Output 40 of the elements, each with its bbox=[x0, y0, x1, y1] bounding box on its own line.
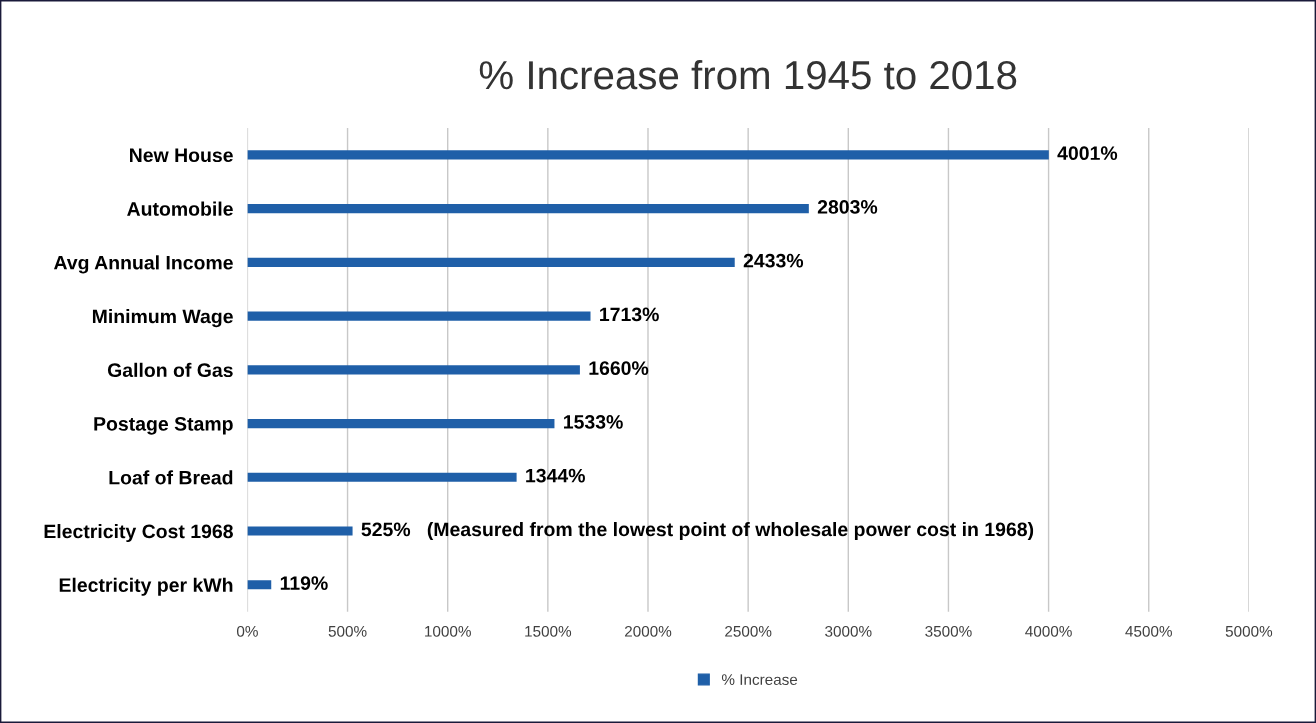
bar bbox=[247, 365, 580, 375]
y-tick-label: New House bbox=[130, 148, 233, 163]
y-tick-label: Automobile bbox=[127, 201, 233, 216]
data-label: 1660% bbox=[589, 361, 649, 376]
bar bbox=[247, 204, 809, 214]
x-tick-label: 2000% bbox=[624, 625, 672, 637]
x-tick-label: 1500% bbox=[525, 625, 572, 637]
data-label: 1533% bbox=[564, 415, 623, 429]
bar bbox=[247, 311, 591, 321]
x-tick-label: 0% bbox=[236, 625, 258, 637]
y-tick-label: Gallon of Gas bbox=[107, 362, 233, 378]
data-label: 1713% bbox=[600, 307, 659, 322]
x-tick-label: 2500% bbox=[725, 625, 772, 637]
y-tick-label: Minimum Wage bbox=[92, 309, 233, 328]
data-label: 4001% bbox=[1057, 146, 1118, 161]
bar bbox=[247, 580, 272, 590]
x-tick-label: 500% bbox=[328, 625, 367, 637]
bar bbox=[247, 526, 353, 536]
bar bbox=[247, 257, 735, 267]
x-tick-label: 4000% bbox=[1025, 625, 1072, 637]
y-tick-label: Avg Annual Income bbox=[53, 255, 233, 274]
y-tick-label: Postage Stamp bbox=[94, 416, 233, 435]
x-tick-label: 3000% bbox=[825, 625, 872, 637]
bar bbox=[247, 418, 555, 429]
bar bbox=[247, 150, 1049, 160]
chart-title: % Increase from 1945 to 2018 bbox=[479, 59, 1017, 90]
y-tick-label: Electricity per kWh bbox=[59, 577, 233, 596]
x-tick-label: 3500% bbox=[925, 625, 972, 637]
data-label: 2803% bbox=[817, 200, 878, 214]
x-tick-label: 5000% bbox=[1225, 625, 1273, 637]
x-tick-label: 4500% bbox=[1125, 625, 1172, 637]
data-label: 525% (Measured from the lowest point of wholesale power cost in 1968) bbox=[361, 521, 1034, 541]
data-label: 1344% bbox=[526, 468, 585, 483]
x-tick-label: 1000% bbox=[425, 625, 471, 637]
y-tick-label: Loaf of Bread bbox=[109, 470, 233, 485]
data-label: 2433% bbox=[743, 253, 804, 268]
bar bbox=[247, 472, 517, 482]
y-tick-label: Electricity Cost 1968 bbox=[44, 524, 233, 543]
data-label: 119% bbox=[280, 576, 328, 591]
legend-label: % Increase bbox=[721, 674, 798, 685]
